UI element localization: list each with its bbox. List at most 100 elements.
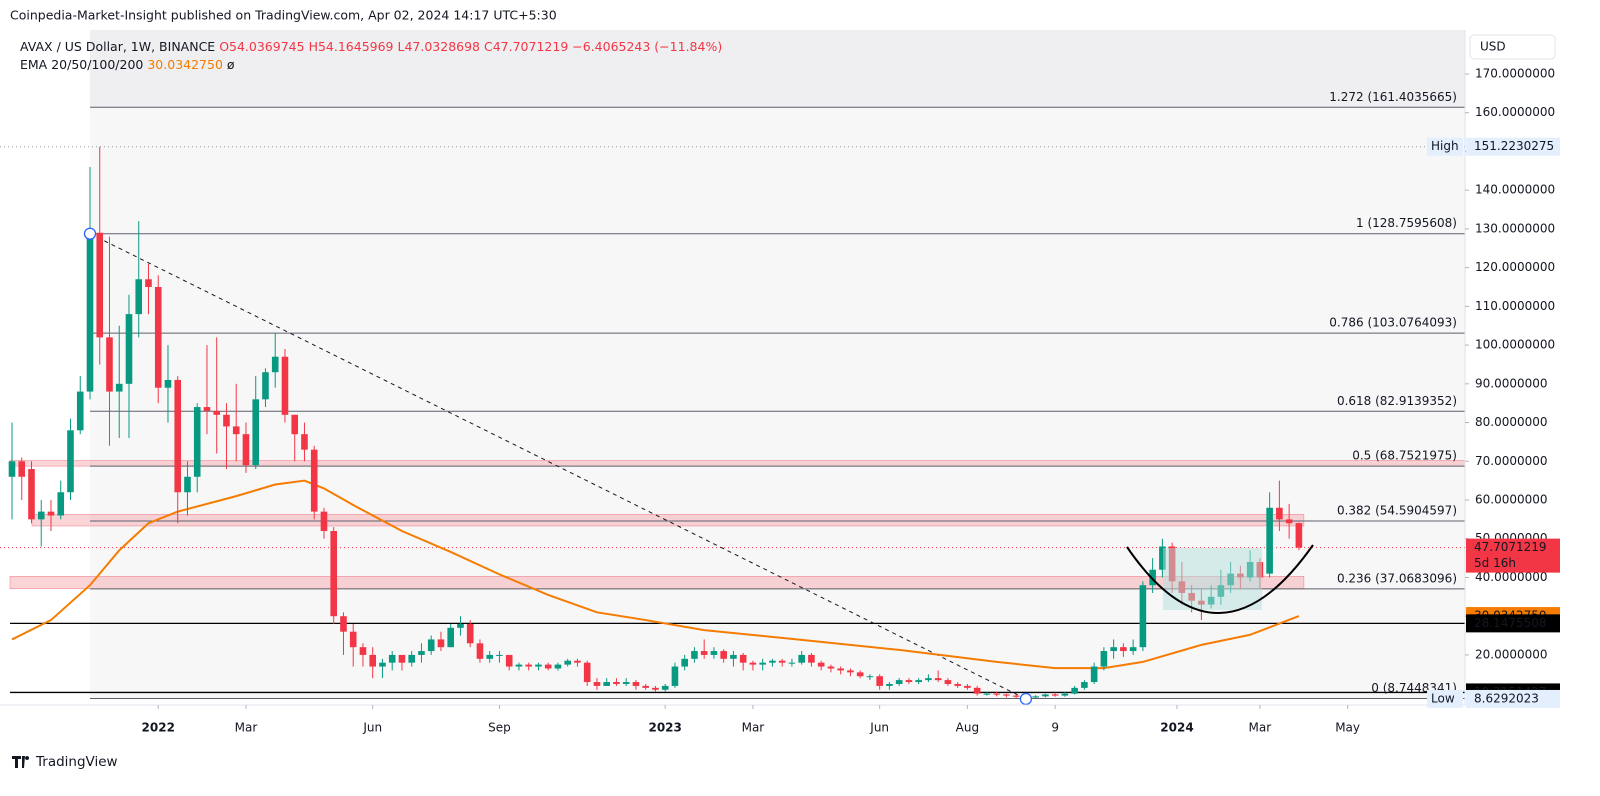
indicator-value: 30.0342750: [147, 57, 223, 72]
candle-body: [359, 647, 367, 655]
candle-body: [944, 680, 952, 684]
candle-body: [632, 682, 640, 686]
x-tick-label: 9: [1051, 721, 1059, 735]
candle-body: [135, 279, 143, 315]
candle-body: [915, 680, 922, 683]
low: L47.0328698: [398, 39, 481, 54]
candle-body: [37, 511, 45, 520]
candle-body: [973, 687, 981, 694]
fib-label: 0.382 (54.5904597): [1337, 503, 1457, 517]
x-tick-label: Mar: [1249, 721, 1272, 735]
candle-body: [379, 662, 386, 667]
cup-arc: [1126, 544, 1314, 614]
x-tick-label: Mar: [742, 721, 765, 735]
candle-body: [954, 683, 961, 686]
candle-body: [535, 664, 542, 667]
indicator-legend: EMA 20/50/100/200 30.0342750 ø: [20, 57, 235, 72]
candle-body: [661, 685, 669, 690]
candle-body: [76, 391, 84, 431]
candle-body: [1159, 546, 1166, 570]
candle-body: [1129, 647, 1137, 652]
candle-body: [1110, 647, 1117, 652]
candle-body: [983, 693, 991, 695]
candle-body: [369, 654, 377, 667]
candle-body: [1003, 694, 1010, 696]
x-tick-label: 2023: [648, 721, 681, 735]
candle-body: [164, 379, 172, 388]
open: O54.0369745: [219, 39, 304, 54]
currency-button[interactable]: [1469, 34, 1556, 60]
high: H54.1645969: [309, 39, 394, 54]
candle-body: [583, 662, 591, 683]
candle-body: [847, 670, 854, 673]
candle-body: [1081, 682, 1088, 688]
legend: AVAX / US Dollar, 1W, BINANCE O54.036974…: [20, 39, 722, 54]
candle-body: [340, 616, 347, 632]
marker-box: [1466, 614, 1560, 633]
indicator-icon: ø: [227, 57, 235, 72]
candle-body: [505, 654, 513, 667]
candle-body: [1285, 519, 1293, 524]
candle-body: [466, 623, 474, 644]
candle-body: [1266, 507, 1273, 574]
candle-body: [418, 651, 425, 655]
candle-body: [96, 232, 104, 338]
candle-body: [1090, 666, 1098, 683]
candle-body: [622, 682, 630, 684]
anchor-point: [1019, 692, 1033, 706]
candle-body: [184, 476, 191, 493]
change: −6.4065243 (−11.84%): [572, 39, 722, 54]
candle-body: [447, 627, 455, 648]
candle-body: [642, 685, 649, 688]
marker-box: [1466, 538, 1560, 573]
y-tick-label: 40.0000000: [1475, 570, 1548, 584]
candle-body: [349, 631, 357, 648]
candle-body: [993, 693, 1000, 695]
candle-body: [57, 492, 65, 516]
candle-body: [106, 337, 113, 392]
candle-body: [8, 461, 16, 477]
cup-pattern: [1126, 544, 1314, 614]
candle-body: [691, 651, 698, 659]
marker-label: 151.2230275: [1474, 139, 1554, 153]
candle-body: [1042, 694, 1049, 697]
x-tick-label: 2024: [1160, 721, 1193, 735]
candle-body: [301, 434, 308, 450]
candle-body: [125, 314, 133, 384]
candle-body: [457, 623, 464, 628]
candle-body: [876, 676, 883, 686]
candle-body: [593, 682, 601, 686]
y-tick-label: 160.0000000: [1475, 105, 1555, 119]
candle-body: [1139, 585, 1147, 648]
fib-label: 0.236 (37.0683096): [1337, 571, 1457, 585]
candle-body: [232, 426, 240, 435]
candle-body: [925, 678, 932, 681]
marker-box: [1466, 689, 1560, 708]
x-tick-label: Aug: [956, 721, 979, 735]
marker-name-box: [1427, 137, 1463, 156]
candle-body: [603, 682, 610, 686]
candle-body: [554, 664, 562, 669]
candle-body: [223, 414, 230, 427]
candle-body: [281, 356, 289, 415]
indicator: EMA 20/50/100/200: [20, 57, 143, 72]
candle-body: [700, 651, 708, 655]
x-tick-label: Jun: [362, 721, 382, 735]
x-tick-label: Mar: [235, 721, 258, 735]
candle-body: [291, 414, 299, 435]
candle-body: [67, 430, 74, 493]
candle-body: [427, 639, 435, 652]
candle-body: [574, 660, 581, 663]
candle-body: [86, 232, 94, 392]
currency: USD: [1480, 40, 1506, 54]
symbol: AVAX / US Dollar, 1W, BINANCE: [20, 39, 215, 54]
candle-body: [710, 651, 718, 655]
y-tick-label: 130.0000000: [1475, 221, 1555, 235]
candle-body: [749, 662, 757, 665]
candle-body: [1295, 523, 1303, 548]
candle-body: [320, 511, 328, 531]
zone: [9, 576, 1305, 589]
marker-label: 8.6292023: [1474, 691, 1539, 705]
